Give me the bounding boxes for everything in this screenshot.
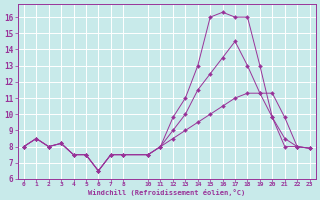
- X-axis label: Windchill (Refroidissement éolien,°C): Windchill (Refroidissement éolien,°C): [88, 189, 245, 196]
